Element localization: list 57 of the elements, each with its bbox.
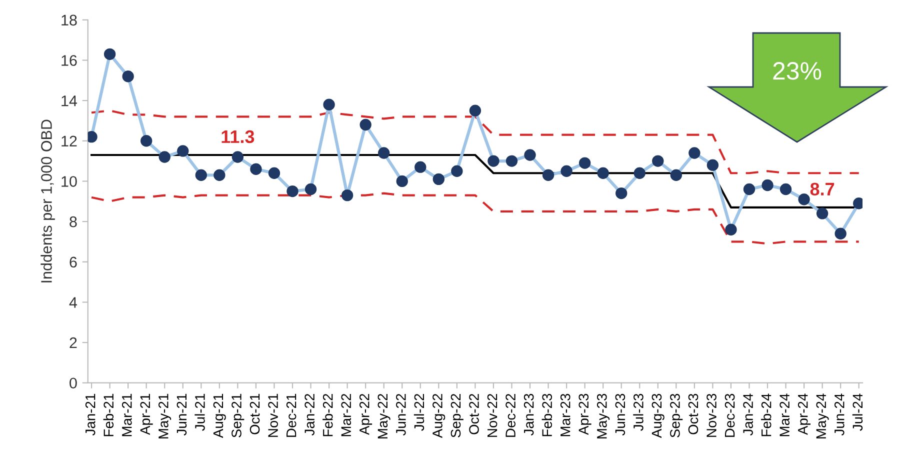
x-tick-label: Dec-21 xyxy=(286,394,296,437)
annotation: 23% xyxy=(773,62,822,80)
x-tick-label: Jul-21 xyxy=(194,394,205,431)
y-tick-label: 10 xyxy=(62,176,77,187)
x-tick-label: Apr-21 xyxy=(140,394,153,435)
x-tick-label: Dec-23 xyxy=(724,394,735,437)
x-tick-label: Apr-24 xyxy=(798,394,811,435)
x-tick-label: Jun-23 xyxy=(615,394,626,436)
y-tick-label: 18 xyxy=(62,14,77,26)
x-tick-label: Mar-22 xyxy=(341,394,352,436)
x-tick-label: Feb-21 xyxy=(103,394,114,436)
x-tick-label: Jan-23 xyxy=(524,394,534,436)
x-tick-label: May-21 xyxy=(158,394,172,438)
x-tick-label: May-23 xyxy=(596,394,610,438)
x-tick-label: Feb-24 xyxy=(761,394,772,436)
x-tick-label: May-22 xyxy=(378,394,390,438)
x-tick-label: Apr-23 xyxy=(578,394,592,435)
y-tick-label: 2 xyxy=(70,337,77,348)
x-tick-label: Sep-23 xyxy=(670,394,683,438)
y-tick-label: 16 xyxy=(62,55,77,66)
x-tick-label: Jan-22 xyxy=(304,394,314,436)
x-tick-label: Aug-22 xyxy=(432,394,446,438)
x-tick-label: Feb-23 xyxy=(542,394,552,436)
x-tick-label: Dec-22 xyxy=(506,394,516,437)
x-tick-label: Jun-22 xyxy=(396,394,406,436)
x-tick-label: May-24 xyxy=(816,394,829,438)
x-tick-label: Mar-24 xyxy=(780,394,790,436)
x-tick-label: Nov-23 xyxy=(706,394,716,437)
annotation: 8.7 xyxy=(810,182,834,196)
x-tick-label: Apr-22 xyxy=(359,394,372,435)
x-tick-label: Sep-22 xyxy=(450,394,464,438)
x-tick-label: Jun-21 xyxy=(176,394,187,436)
y-tick-label: 6 xyxy=(70,256,77,268)
x-tick-label: Feb-22 xyxy=(322,394,333,436)
x-tick-label: Jan-24 xyxy=(743,394,753,436)
x-tick-label: Mar-21 xyxy=(122,394,132,436)
x-tick-label: Mar-23 xyxy=(560,394,570,436)
y-axis-title: Inddents per 1,000 OBD xyxy=(40,120,55,282)
x-tick-label: Jul-24 xyxy=(852,394,863,431)
y-tick-label: 14 xyxy=(62,96,78,106)
x-tick-label: Jul-22 xyxy=(414,394,424,431)
x-tick-label: Nov-21 xyxy=(268,394,278,437)
y-tick-label: 12 xyxy=(62,136,77,146)
x-tick-label: Sep-21 xyxy=(232,394,244,438)
x-tick-label: Oct-21 xyxy=(250,394,260,434)
x-tick-label: Jul-23 xyxy=(633,394,644,431)
x-tick-label: Oct-23 xyxy=(688,394,698,434)
y-tick-label: 0 xyxy=(70,378,77,389)
x-tick-label: Oct-22 xyxy=(469,394,479,434)
x-tick-label: Jan-21 xyxy=(85,394,96,436)
annotation: 11.3 xyxy=(222,130,254,144)
x-tick-label: Aug-23 xyxy=(652,394,664,438)
y-tick-label: 8 xyxy=(70,216,77,228)
y-tick-label: 4 xyxy=(69,297,78,308)
x-tick-label: Nov-22 xyxy=(487,394,498,437)
x-tick-label: Jun-24 xyxy=(834,394,844,436)
x-tick-label: Aug-21 xyxy=(213,394,226,438)
